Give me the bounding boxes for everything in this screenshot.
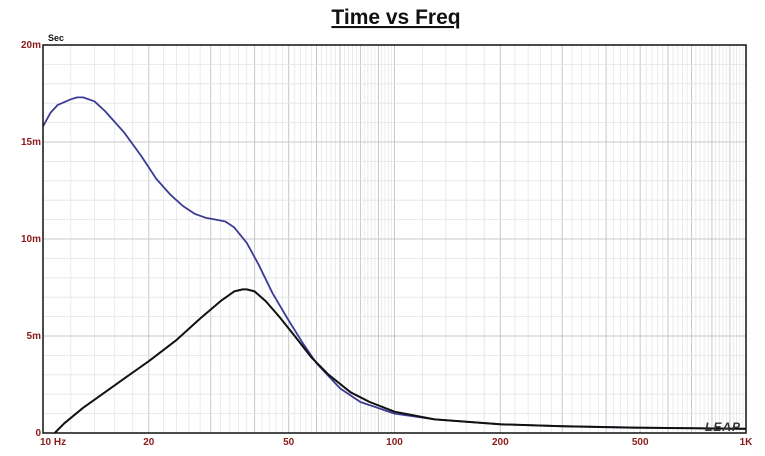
leap-watermark: LEAP <box>705 420 741 434</box>
x-tick-labels: 10 Hz 20 50 100 200 500 1K <box>40 437 753 448</box>
x-tick-label: 500 <box>632 437 649 448</box>
y-tick-label: 0 <box>35 428 41 439</box>
grid <box>43 45 746 433</box>
x-tick-label: 20 <box>143 437 155 448</box>
series-layer <box>42 96 747 434</box>
x-tick-label: 200 <box>492 437 509 448</box>
x-tick-label: 10 Hz <box>40 437 66 448</box>
x-tick-label: 100 <box>386 437 403 448</box>
series-line-2 <box>53 288 747 434</box>
y-tick-labels: 0 5m 10m 15m 20m <box>21 40 41 439</box>
y-tick-label: 15m <box>21 137 41 148</box>
chart-title: Time vs Freq <box>331 6 460 29</box>
y-axis-unit: Sec <box>48 33 64 43</box>
y-tick-label: 20m <box>21 40 41 51</box>
y-tick-label: 5m <box>27 331 42 342</box>
x-tick-label: 1K <box>740 437 754 448</box>
plot-frame <box>42 44 747 434</box>
y-tick-label: 10m <box>21 234 41 245</box>
x-tick-label: 50 <box>283 437 295 448</box>
